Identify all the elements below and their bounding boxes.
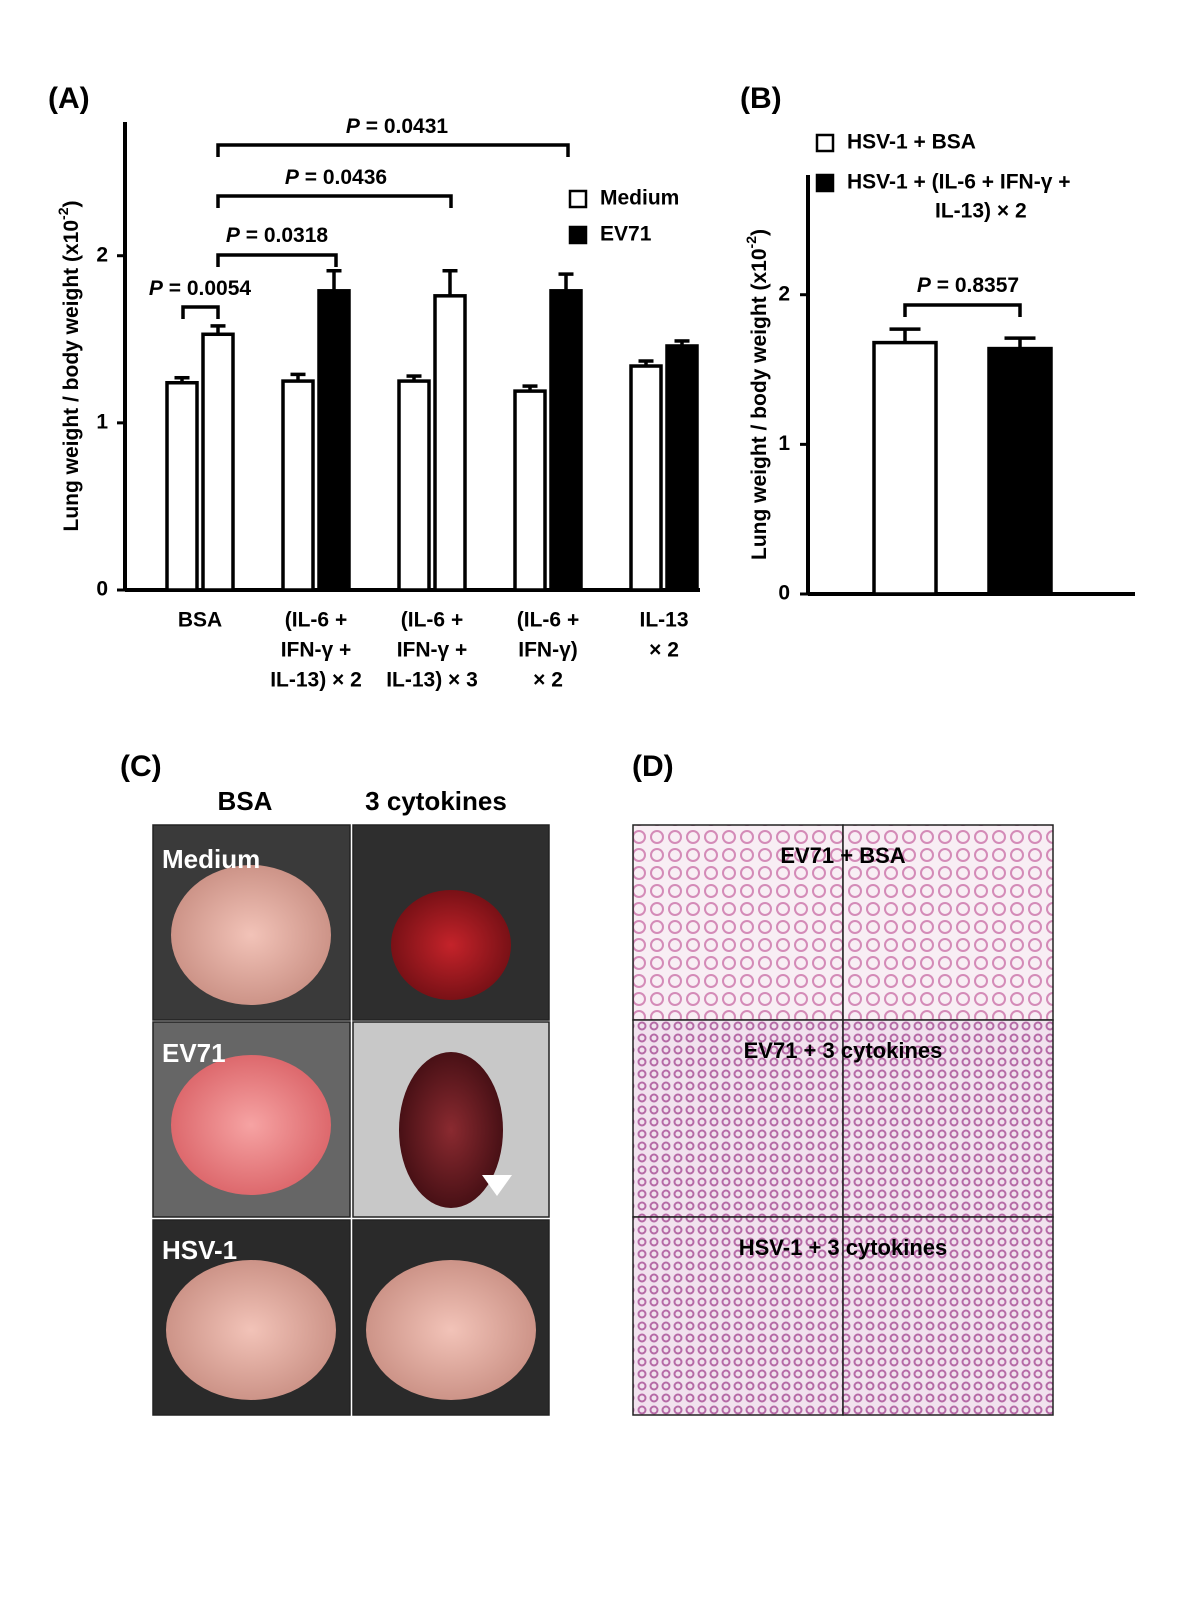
panel-label: (C) <box>120 750 162 783</box>
y-axis-label-part: Lung weight / body weight (x10 <box>60 220 83 532</box>
p-symbol: P <box>346 115 361 138</box>
p-value: P = 0.0431 <box>346 115 449 138</box>
bar <box>433 294 467 592</box>
x-tick-label: IL-13) × 2 <box>270 669 362 692</box>
column-header: BSA <box>218 786 273 816</box>
p-symbol: P <box>149 277 164 300</box>
bar <box>987 346 1053 596</box>
row-label: Medium <box>162 844 260 874</box>
x-tick-label: × 2 <box>533 669 563 692</box>
p-symbol: P <box>917 274 932 297</box>
bar <box>201 332 235 592</box>
legend-label: HSV-1 + (IL-6 + IFN-γ + <box>847 171 1070 194</box>
p-text: = 0.0431 <box>366 115 449 138</box>
bracket <box>216 194 453 208</box>
y-axis-label: Lung weight / body weight (x10-2) <box>55 201 83 532</box>
bar <box>549 289 583 592</box>
p-symbol: P <box>285 166 300 189</box>
legend-label: EV71 <box>600 223 652 246</box>
x-tick-label: (IL-6 + <box>517 609 579 632</box>
row-label: EV71 + BSA <box>780 843 905 868</box>
y-axis-label-part: -2 <box>55 207 71 220</box>
row-label: EV71 + 3 cytokines <box>744 1038 943 1063</box>
panel-label: (A) <box>48 82 90 115</box>
y-axis-label: Lung weight / body weight (x10-2) <box>743 229 771 560</box>
bar <box>165 380 199 592</box>
bracket <box>216 143 570 157</box>
p-text: = 0.8357 <box>937 274 1019 297</box>
photo-grid <box>152 824 550 1416</box>
y-axis-label-part: ) <box>60 201 83 208</box>
x-tick-label: × 2 <box>649 639 679 662</box>
bar <box>513 389 547 592</box>
bracket <box>903 303 1022 317</box>
y-tick-label: 1 <box>778 432 790 455</box>
legend-label: IL-13) × 2 <box>935 200 1027 223</box>
histology-grid <box>632 824 1054 1416</box>
legend-swatch <box>815 173 835 193</box>
y-tick-label: 0 <box>778 582 790 605</box>
x-tick-label: BSA <box>178 609 222 632</box>
x-tick-label: IFN-γ + <box>397 639 468 662</box>
y-tick-label: 1 <box>96 410 108 433</box>
y-tick-label: 2 <box>778 282 790 305</box>
x-tick-label: IL-13) × 3 <box>386 669 478 692</box>
y-axis-label-part: Lung weight / body weight (x10 <box>748 248 771 560</box>
panel-label: (D) <box>632 750 674 783</box>
x-tick-label: (IL-6 + <box>285 609 347 632</box>
x-tick-label: IFN-γ + <box>281 639 352 662</box>
y-axis-label-part: -2 <box>743 236 759 249</box>
p-value: P = 0.0318 <box>226 224 329 247</box>
y-tick-label: 2 <box>96 243 108 266</box>
legend-label: Medium <box>600 187 679 210</box>
row-label: HSV-1 + 3 cytokines <box>739 1235 948 1260</box>
bar <box>317 289 351 592</box>
p-value: P = 0.0054 <box>149 277 252 300</box>
legend-swatch <box>568 225 588 245</box>
x-tick-label: IFN-γ) <box>518 639 578 662</box>
row-label: HSV-1 <box>162 1235 237 1265</box>
legend-swatch <box>568 189 588 209</box>
bar <box>629 364 663 592</box>
bar <box>281 379 315 592</box>
bar <box>872 340 938 596</box>
bracket <box>216 253 338 267</box>
y-axis-label-part: ) <box>748 229 771 236</box>
p-text: = 0.0318 <box>246 224 329 247</box>
p-text: = 0.0436 <box>305 166 387 189</box>
y-tick-label: 0 <box>96 578 108 601</box>
x-tick-label: IL-13 <box>639 609 688 632</box>
legend-swatch <box>815 133 835 153</box>
bracket <box>181 305 220 319</box>
legend-label: HSV-1 + BSA <box>847 131 976 154</box>
bar <box>397 379 431 592</box>
p-value: P = 0.8357 <box>917 274 1019 297</box>
p-text: = 0.0054 <box>169 277 252 300</box>
x-tick-label: (IL-6 + <box>401 609 463 632</box>
panel-label: (B) <box>740 82 782 115</box>
p-value: P = 0.0436 <box>285 166 387 189</box>
column-header: 3 cytokines <box>365 786 507 816</box>
bar <box>665 344 699 592</box>
p-symbol: P <box>226 224 241 247</box>
row-label: EV71 <box>162 1038 226 1068</box>
